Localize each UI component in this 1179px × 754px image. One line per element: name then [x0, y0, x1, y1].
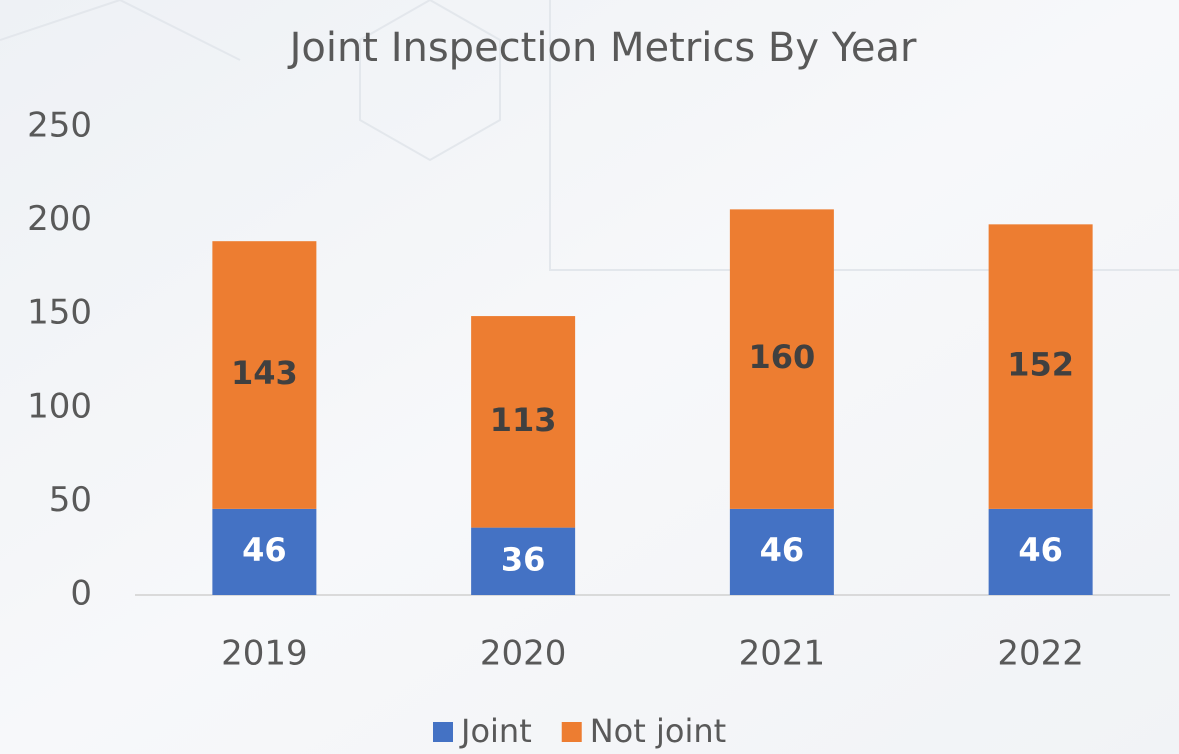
chart-title: Joint Inspection Metrics By Year: [287, 25, 917, 71]
bar-segment: [212, 241, 317, 509]
data-label: 46: [760, 531, 805, 569]
data-label: 46: [1018, 531, 1063, 569]
data-label: 152: [1007, 346, 1074, 384]
data-label: 143: [231, 354, 298, 392]
data-label: 160: [748, 338, 815, 376]
bar-segment: [729, 209, 834, 509]
x-tick-label: 2022: [997, 634, 1084, 674]
y-tick-label: 100: [27, 386, 92, 426]
bar-segment: [988, 508, 1093, 595]
legend-swatch: [561, 722, 582, 742]
y-tick-label: 0: [70, 574, 92, 614]
bar-segment: [471, 527, 576, 595]
legend-label: Not joint: [590, 712, 726, 750]
legend-label: Joint: [459, 712, 532, 750]
y-tick-label: 150: [27, 293, 92, 333]
x-tick-label: 2021: [739, 634, 826, 674]
x-tick-label: 2020: [480, 634, 567, 674]
y-tick-label: 200: [27, 199, 92, 239]
data-label: 36: [501, 540, 546, 578]
y-tick-label: 250: [27, 106, 92, 146]
x-tick-label: 2019: [221, 634, 308, 674]
data-label: 113: [490, 401, 557, 439]
data-label: 46: [242, 531, 287, 569]
y-tick-label: 50: [49, 480, 92, 520]
legend-swatch: [433, 722, 453, 742]
bar-segment: [988, 224, 1093, 509]
bar-segment: [212, 508, 317, 595]
bar-segment: [729, 508, 834, 595]
background-pattern: [0, 0, 1179, 271]
bar-segment: [471, 316, 576, 528]
